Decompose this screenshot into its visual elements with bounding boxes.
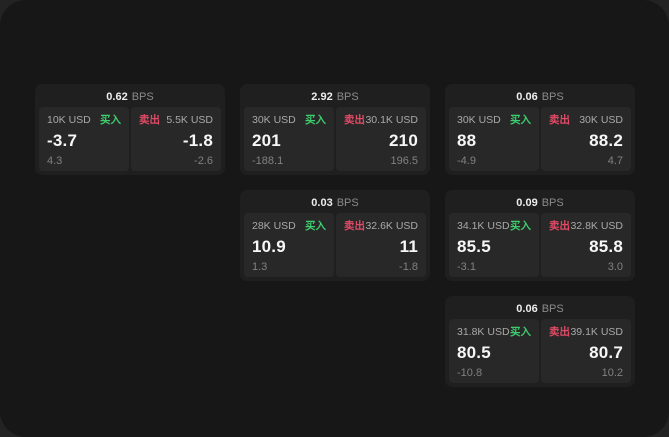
buy-label: 买入	[510, 114, 531, 126]
buy-amount: 34.1K USD	[457, 220, 510, 232]
quote-tiles: 30K USD 买入 201 -188.1 卖出 30.1K USD 210 1…	[240, 107, 430, 174]
buy-sub-value: -188.1	[252, 155, 284, 167]
sell-label: 卖出	[549, 220, 570, 232]
sell-label: 卖出	[344, 114, 365, 126]
buy-sub-value: 1.3	[252, 261, 268, 273]
buy-tile[interactable]: 34.1K USD 买入 85.5 -3.1	[449, 213, 539, 277]
sell-tile[interactable]: 卖出 5.5K USD -1.8 -2.6	[131, 107, 221, 171]
quote-tiles: 31.8K USD 买入 80.5 -10.8 卖出 39.1K USD 80.…	[445, 319, 635, 386]
quote-tiles: 10K USD 买入 -3.7 4.3 卖出 5.5K USD -1.8 -2.…	[35, 107, 225, 174]
bps-value: 0.09	[516, 196, 538, 209]
buy-amount: 30K USD	[457, 114, 501, 126]
buy-price: 201	[252, 131, 281, 150]
quote-card: 0.06 BPS 31.8K USD 买入 80.5 -10.8 卖出 39.1…	[445, 296, 635, 387]
sell-tile[interactable]: 卖出 32.8K USD 85.8 3.0	[541, 213, 631, 277]
buy-sub-value: -10.8	[457, 367, 483, 379]
buy-amount: 30K USD	[252, 114, 296, 126]
sell-sub-value: 10.2	[601, 367, 623, 379]
buy-price: 88	[457, 131, 477, 150]
buy-label: 买入	[510, 220, 531, 232]
bps-value: 2.92	[311, 90, 333, 103]
buy-tile[interactable]: 28K USD 买入 10.9 1.3	[244, 213, 334, 277]
sell-sub-value: 196.5	[390, 155, 418, 167]
quote-card: 0.03 BPS 28K USD 买入 10.9 1.3 卖出 32.6K US…	[240, 190, 430, 281]
bps-value: 0.06	[516, 302, 538, 315]
card-header: 0.06 BPS	[445, 296, 635, 319]
buy-price: 85.5	[457, 237, 491, 256]
bps-value: 0.62	[106, 90, 128, 103]
sell-amount: 39.1K USD	[570, 326, 623, 338]
sell-label: 卖出	[344, 220, 365, 232]
buy-amount: 28K USD	[252, 220, 296, 232]
quote-tiles: 30K USD 买入 88 -4.9 卖出 30K USD 88.2 4.7	[445, 107, 635, 174]
card-header: 2.92 BPS	[240, 84, 430, 107]
bps-unit-label: BPS	[541, 302, 564, 315]
bps-unit-label: BPS	[336, 90, 359, 103]
sell-amount: 32.6K USD	[365, 220, 418, 232]
quote-card: 0.62 BPS 10K USD 买入 -3.7 4.3 卖出 5.5K USD…	[35, 84, 225, 175]
quote-tiles: 34.1K USD 买入 85.5 -3.1 卖出 32.8K USD 85.8…	[445, 213, 635, 280]
sell-label: 卖出	[549, 326, 570, 338]
quote-card: 0.09 BPS 34.1K USD 买入 85.5 -3.1 卖出 32.8K…	[445, 190, 635, 281]
sell-amount: 32.8K USD	[570, 220, 623, 232]
buy-tile[interactable]: 30K USD 买入 88 -4.9	[449, 107, 539, 171]
sell-tile[interactable]: 卖出 32.6K USD 11 -1.8	[336, 213, 426, 277]
sell-amount: 5.5K USD	[166, 114, 213, 126]
sell-tile[interactable]: 卖出 39.1K USD 80.7 10.2	[541, 319, 631, 383]
sell-sub-value: 3.0	[607, 261, 623, 273]
sell-price: 88.2	[589, 131, 623, 150]
sell-price: 11	[399, 237, 418, 256]
buy-label: 买入	[305, 114, 326, 126]
sell-amount: 30.1K USD	[365, 114, 418, 126]
sell-price: 85.8	[589, 237, 623, 256]
buy-sub-value: -4.9	[457, 155, 476, 167]
buy-amount: 10K USD	[47, 114, 91, 126]
card-header: 0.62 BPS	[35, 84, 225, 107]
buy-tile[interactable]: 10K USD 买入 -3.7 4.3	[39, 107, 129, 171]
quote-tiles: 28K USD 买入 10.9 1.3 卖出 32.6K USD 11 -1.8	[240, 213, 430, 280]
sell-sub-value: -1.8	[399, 261, 418, 273]
buy-sub-value: 4.3	[47, 155, 63, 167]
bps-value: 0.03	[311, 196, 333, 209]
sell-label: 卖出	[139, 114, 160, 126]
buy-amount: 31.8K USD	[457, 326, 510, 338]
buy-tile[interactable]: 31.8K USD 买入 80.5 -10.8	[449, 319, 539, 383]
bps-unit-label: BPS	[131, 90, 154, 103]
card-header: 0.03 BPS	[240, 190, 430, 213]
sell-sub-value: -2.6	[194, 155, 213, 167]
buy-tile[interactable]: 30K USD 买入 201 -188.1	[244, 107, 334, 171]
sell-tile[interactable]: 卖出 30.1K USD 210 196.5	[336, 107, 426, 171]
quote-card: 0.06 BPS 30K USD 买入 88 -4.9 卖出 30K USD 8…	[445, 84, 635, 175]
buy-label: 买入	[510, 326, 531, 338]
sell-price: 80.7	[589, 343, 623, 362]
buy-price: 10.9	[252, 237, 286, 256]
bps-unit-label: BPS	[336, 196, 359, 209]
sell-amount: 30K USD	[579, 114, 623, 126]
sell-tile[interactable]: 卖出 30K USD 88.2 4.7	[541, 107, 631, 171]
sell-price: 210	[389, 131, 418, 150]
sell-price: -1.8	[182, 131, 213, 150]
buy-sub-value: -3.1	[457, 261, 476, 273]
buy-price: 80.5	[457, 343, 491, 362]
bps-value: 0.06	[516, 90, 538, 103]
quote-card: 2.92 BPS 30K USD 买入 201 -188.1 卖出 30.1K …	[240, 84, 430, 175]
buy-price: -3.7	[47, 131, 78, 150]
card-header: 0.06 BPS	[445, 84, 635, 107]
sell-label: 卖出	[549, 114, 570, 126]
card-header: 0.09 BPS	[445, 190, 635, 213]
sell-sub-value: 4.7	[607, 155, 623, 167]
buy-label: 买入	[305, 220, 326, 232]
bps-unit-label: BPS	[541, 196, 564, 209]
buy-label: 买入	[100, 114, 121, 126]
bps-unit-label: BPS	[541, 90, 564, 103]
